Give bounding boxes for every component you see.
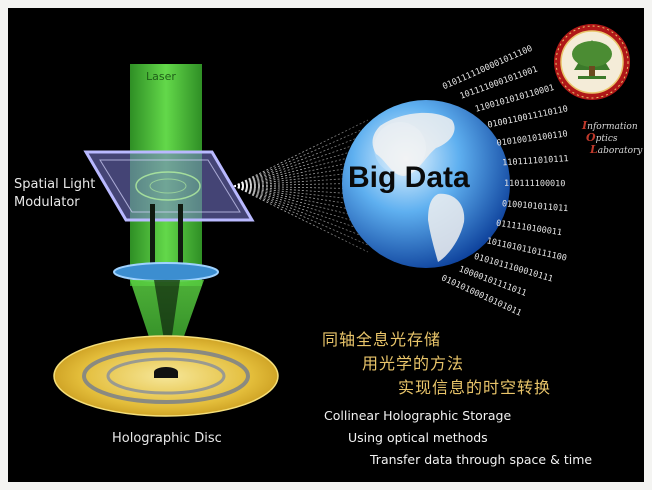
chinese-line-1: 同轴全息光存储: [322, 330, 442, 349]
lab-logo-line-3: Laboratory: [590, 144, 642, 157]
objective-lens: [113, 262, 219, 282]
data-ray: [233, 185, 373, 234]
lab-logo-word-2: ptics: [595, 134, 618, 144]
globe-shine: [374, 122, 426, 174]
lab-logo-cap-o: O: [586, 131, 596, 144]
binary-line: 110111100010: [504, 179, 565, 189]
data-ray: [233, 185, 372, 240]
slm-beam-spot: [135, 171, 201, 201]
spatial-light-modulator: [83, 150, 255, 222]
english-line-1: Collinear Holographic Storage: [324, 408, 512, 423]
holographic-storage-diagram: 0101111100001011100101111000101100111001…: [53, 24, 630, 417]
lab-logo-cap-l: L: [590, 143, 598, 156]
binary-line: 0100101011011: [501, 199, 568, 214]
laser-label: Laser: [146, 70, 176, 83]
beam-rod-left: [150, 204, 155, 268]
disc-label: Holographic Disc: [112, 431, 222, 446]
english-line-3: Transfer data through space & time: [370, 452, 593, 467]
disc-track-inner: [106, 357, 226, 395]
data-ray: [233, 125, 370, 187]
data-ray: [233, 119, 369, 187]
data-ray: [233, 138, 373, 187]
lab-logo-word-3: aboratory: [597, 146, 643, 156]
slm-beam-spot-inner: [149, 178, 187, 194]
data-ray: [233, 185, 369, 253]
lab-logo-cap-i: I: [582, 119, 588, 132]
globe-continent-south-america: [428, 193, 465, 262]
slm-label-line-1: Spatial Light: [14, 177, 96, 192]
chinese-line-2: 用光学的方法: [362, 354, 465, 373]
binary-line: 0111110100011: [495, 219, 562, 239]
disc-hub-side: [154, 372, 178, 378]
lab-logo-line-1: Information: [582, 120, 638, 133]
lab-logo-word-1: nformation: [587, 122, 638, 132]
binary-line: 01010010100110: [496, 129, 568, 149]
beam-rod-right: [178, 204, 183, 268]
binary-line: 1101111010111: [502, 154, 569, 168]
disc-track-outer: [82, 348, 250, 404]
data-ray: [233, 185, 370, 247]
slm-label-line-2: Modulator: [14, 195, 80, 210]
english-line-2: Using optical methods: [348, 430, 488, 445]
university-seal: [554, 24, 630, 100]
chinese-line-3: 实现信息的时空转换: [398, 378, 552, 397]
diagram-panel: 0101111100001011100 1011110001011001 11001…: [8, 8, 644, 482]
cone-core: [154, 280, 180, 364]
data-ray: [233, 132, 372, 187]
slm-inner-frame: [99, 159, 241, 213]
big-data-label: Big Data: [348, 161, 470, 194]
lab-logo-line-2: Optics: [586, 132, 618, 145]
globe-continent-north-america: [372, 112, 455, 176]
